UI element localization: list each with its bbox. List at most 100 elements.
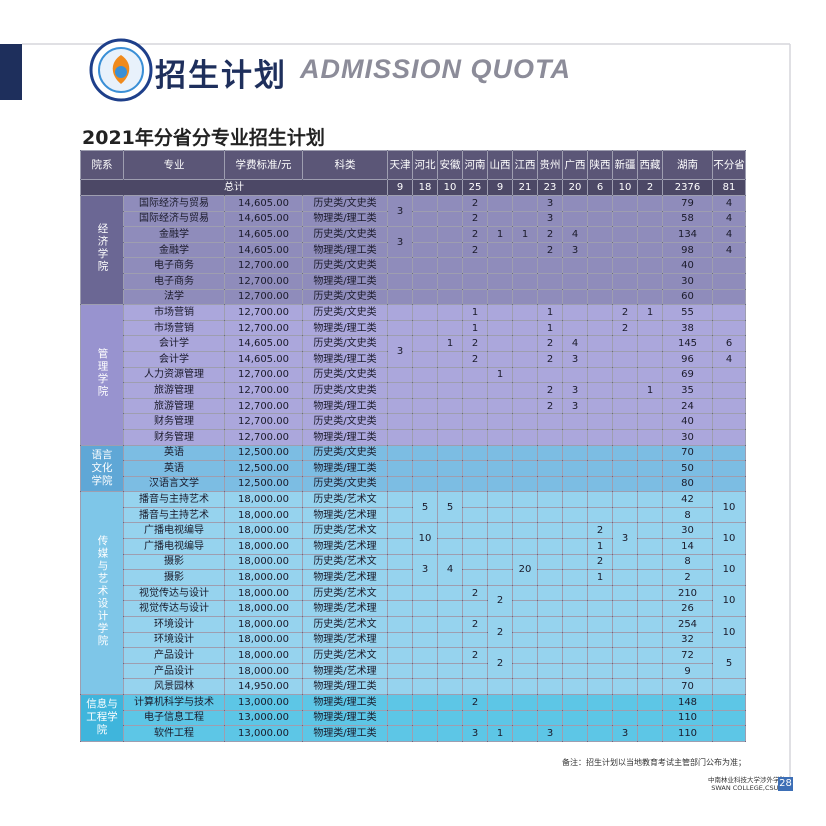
empty-cell <box>587 694 613 711</box>
empty-cell <box>387 460 413 477</box>
major: 摄影 <box>123 553 225 571</box>
column-header: 广西 <box>562 150 588 180</box>
empty-cell <box>537 538 563 555</box>
quota: 1 <box>637 382 663 399</box>
empty-cell <box>412 241 438 259</box>
empty-cell <box>537 475 563 493</box>
empty-cell <box>587 647 613 664</box>
empty-cell <box>612 631 638 649</box>
empty-cell <box>387 647 413 664</box>
empty-cell <box>487 475 513 493</box>
quota: 1 <box>512 226 538 243</box>
major: 会计学 <box>123 350 225 368</box>
empty-cell <box>412 631 438 649</box>
quota: 3 <box>562 350 588 368</box>
empty-cell <box>587 210 613 228</box>
fee: 14,950.00 <box>224 678 303 695</box>
empty-cell <box>412 413 438 430</box>
empty-cell <box>512 647 538 664</box>
category: 历史类/文史类 <box>302 288 388 306</box>
quota: 2 <box>537 382 563 399</box>
fee: 14,605.00 <box>224 335 303 352</box>
quota: 2 <box>537 241 563 259</box>
empty-cell <box>412 460 438 477</box>
empty-cell <box>512 631 538 649</box>
empty-cell <box>437 709 463 727</box>
data-row: 管理学院 市场营销 12,700.00 历史类/文史类 1 1 2 1 55 <box>80 304 746 446</box>
quota: 26 <box>662 600 713 618</box>
empty-cell <box>712 257 746 274</box>
category: 历史类/文史类 <box>302 226 388 243</box>
empty-cell <box>612 257 638 274</box>
quota: 2 <box>487 616 513 649</box>
quota: 2 <box>462 647 488 664</box>
empty-cell <box>512 678 538 695</box>
empty-cell <box>587 304 613 321</box>
empty-cell <box>487 553 513 571</box>
note: 备注：招生计划以当地教育考试主管部门公布为准； <box>562 758 746 767</box>
quota: 32 <box>662 631 713 649</box>
quota: 110 <box>662 709 713 727</box>
empty-cell <box>387 600 413 618</box>
data-row: 财务管理 12,700.00 历史类/文史类 40 <box>80 413 746 430</box>
empty-cell <box>462 366 488 384</box>
empty-cell <box>437 397 463 415</box>
empty-cell <box>537 553 563 571</box>
quota: 3 <box>387 194 413 228</box>
empty-cell <box>587 257 613 274</box>
empty-cell <box>512 350 538 368</box>
empty-cell <box>537 709 563 727</box>
quota: 1 <box>487 366 513 384</box>
major: 播音与主持艺术 <box>123 506 225 524</box>
fee: 12,700.00 <box>224 319 303 337</box>
empty-cell <box>637 397 663 415</box>
category: 历史类/艺术文 <box>302 584 388 602</box>
quota: 69 <box>662 366 713 384</box>
empty-cell <box>512 195 538 212</box>
quota: 2 <box>537 350 563 368</box>
quota: 58 <box>662 210 713 228</box>
quota: 2 <box>537 226 563 243</box>
empty-cell <box>437 195 463 212</box>
fee: 18,000.00 <box>224 506 303 524</box>
data-row: 汉语言文学 12,500.00 历史类/文史类 80 <box>80 475 746 493</box>
empty-cell <box>712 694 746 711</box>
school-name: 中南林业科技大学涉外学院 <box>708 776 786 784</box>
empty-cell <box>587 382 613 399</box>
category: 物理类/理工类 <box>302 725 388 742</box>
empty-cell <box>487 538 513 555</box>
column-header: 山西 <box>487 150 513 180</box>
empty-cell <box>562 584 588 602</box>
empty-cell <box>637 662 663 680</box>
major: 国际经济与贸易 <box>123 195 225 212</box>
empty-cell <box>637 288 663 306</box>
empty-cell <box>462 413 488 430</box>
total-value: 21 <box>512 179 538 196</box>
empty-cell <box>537 584 563 602</box>
empty-cell <box>462 709 488 727</box>
quota: 1 <box>537 319 563 337</box>
empty-cell <box>587 195 613 212</box>
column-header: 院系 <box>80 150 124 180</box>
data-row: 法学 12,700.00 历史类/文史类 60 <box>80 288 746 306</box>
data-row: 环境设计 18,000.00 物理类/艺术理 32 <box>80 631 746 649</box>
quota: 3 <box>562 241 588 259</box>
fee: 12,700.00 <box>224 288 303 306</box>
fee: 12,500.00 <box>224 444 303 462</box>
category: 物理类/理工类 <box>302 678 388 695</box>
empty-cell <box>587 475 613 493</box>
quota: 20 <box>512 553 538 586</box>
quota: 35 <box>662 382 713 399</box>
empty-cell <box>437 226 463 243</box>
page-number: 28 <box>778 777 793 791</box>
data-row: 语言文化学院 英语 12,500.00 历史类/文史类 70 <box>80 444 746 493</box>
empty-cell <box>387 397 413 415</box>
empty-cell <box>487 678 513 695</box>
department-name: 传媒与艺术设计学院 <box>96 534 109 648</box>
quota: 2 <box>462 195 488 212</box>
category: 历史类/文史类 <box>302 413 388 430</box>
empty-cell <box>537 600 563 618</box>
fee: 18,000.00 <box>224 569 303 586</box>
fee: 12,700.00 <box>224 366 303 384</box>
empty-cell <box>387 538 413 555</box>
